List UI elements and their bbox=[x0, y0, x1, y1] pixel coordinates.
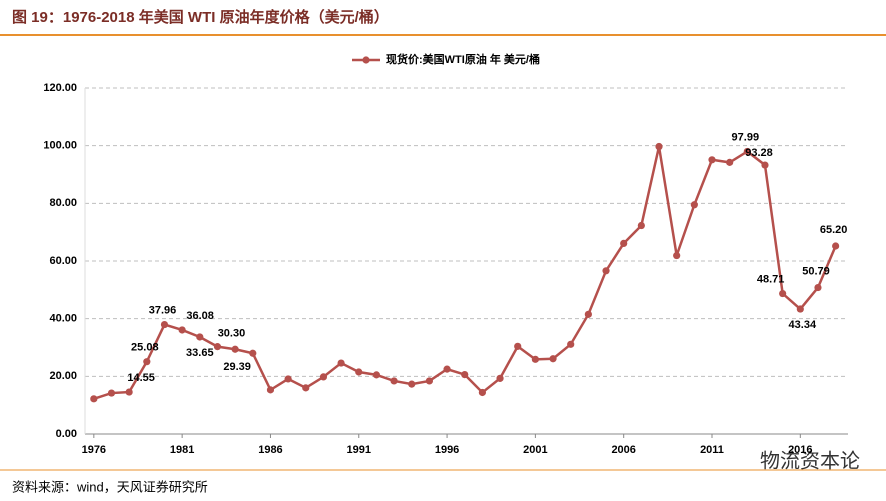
y-tick-label: 60.00 bbox=[49, 255, 77, 267]
legend-marker bbox=[362, 56, 370, 64]
data-label: 93.28 bbox=[745, 147, 773, 159]
point bbox=[496, 374, 504, 382]
point bbox=[90, 395, 98, 403]
point bbox=[832, 242, 840, 250]
point bbox=[337, 359, 345, 367]
data-label: 65.20 bbox=[820, 224, 848, 236]
point bbox=[761, 161, 769, 169]
point bbox=[178, 326, 186, 334]
point bbox=[125, 388, 133, 396]
data-label: 50.79 bbox=[802, 265, 830, 277]
data-label: 97.99 bbox=[732, 131, 760, 143]
x-tick-label: 1981 bbox=[170, 444, 194, 456]
x-tick-label: 1976 bbox=[82, 444, 106, 456]
point bbox=[408, 380, 416, 388]
point bbox=[107, 389, 116, 397]
point bbox=[779, 289, 787, 298]
point bbox=[249, 349, 257, 357]
point bbox=[425, 377, 434, 385]
point bbox=[514, 342, 522, 350]
x-tick-label: 1996 bbox=[435, 444, 459, 456]
point bbox=[796, 305, 804, 313]
point bbox=[231, 345, 239, 353]
point bbox=[478, 388, 486, 397]
point bbox=[319, 373, 328, 381]
x-tick-label: 1986 bbox=[258, 444, 282, 456]
point bbox=[549, 355, 557, 363]
point bbox=[443, 365, 451, 373]
data-label: 33.65 bbox=[186, 347, 214, 359]
y-tick-label: 40.00 bbox=[49, 313, 77, 325]
x-tick-label: 2016 bbox=[788, 444, 812, 456]
point bbox=[602, 267, 610, 275]
data-label: 48.71 bbox=[757, 273, 785, 285]
point bbox=[143, 358, 151, 366]
series-line bbox=[93, 146, 837, 401]
y-tick-label: 100.00 bbox=[43, 140, 77, 152]
point bbox=[690, 201, 698, 209]
point bbox=[584, 310, 592, 318]
point bbox=[655, 142, 663, 151]
point bbox=[213, 343, 222, 351]
data-label: 37.96 bbox=[149, 304, 177, 316]
point bbox=[461, 371, 469, 379]
data-label: 36.08 bbox=[186, 310, 214, 322]
point bbox=[266, 386, 275, 394]
point bbox=[531, 355, 539, 363]
legend-label: 现货价:美国WTI原油 年 美元/桶 bbox=[386, 52, 540, 66]
y-tick-label: 80.00 bbox=[49, 197, 77, 209]
x-tick-label: 1991 bbox=[347, 444, 371, 456]
point bbox=[620, 239, 628, 248]
watermark: 物流资本论 bbox=[760, 449, 860, 472]
data-label: 25.08 bbox=[131, 342, 159, 354]
y-tick-label: 120.00 bbox=[43, 82, 77, 94]
point bbox=[708, 156, 716, 164]
point bbox=[814, 283, 822, 292]
point bbox=[160, 320, 169, 329]
data-label: 30.30 bbox=[218, 328, 246, 340]
point bbox=[726, 158, 734, 166]
point bbox=[743, 147, 751, 156]
data-label: 29.39 bbox=[223, 361, 251, 373]
point bbox=[372, 371, 381, 379]
point bbox=[196, 333, 204, 341]
y-tick-label: 20.00 bbox=[49, 370, 77, 382]
x-tick-label: 2011 bbox=[700, 444, 724, 456]
x-tick-label: 2001 bbox=[523, 444, 547, 456]
point bbox=[302, 384, 310, 392]
point bbox=[284, 375, 292, 383]
point bbox=[567, 340, 575, 348]
header-title: 图 19：1976-2018 年美国 WTI 原油年度价格（美元/桶） bbox=[12, 8, 389, 26]
point bbox=[390, 377, 398, 385]
data-label: 14.55 bbox=[127, 372, 155, 384]
point bbox=[355, 368, 363, 376]
point bbox=[637, 221, 645, 230]
source-note: 资料来源：wind，天风证券研究所 bbox=[12, 479, 208, 494]
y-tick-label: 0.00 bbox=[56, 428, 77, 440]
point bbox=[673, 251, 681, 260]
data-label: 43.34 bbox=[789, 319, 817, 331]
x-tick-label: 2006 bbox=[611, 444, 635, 456]
